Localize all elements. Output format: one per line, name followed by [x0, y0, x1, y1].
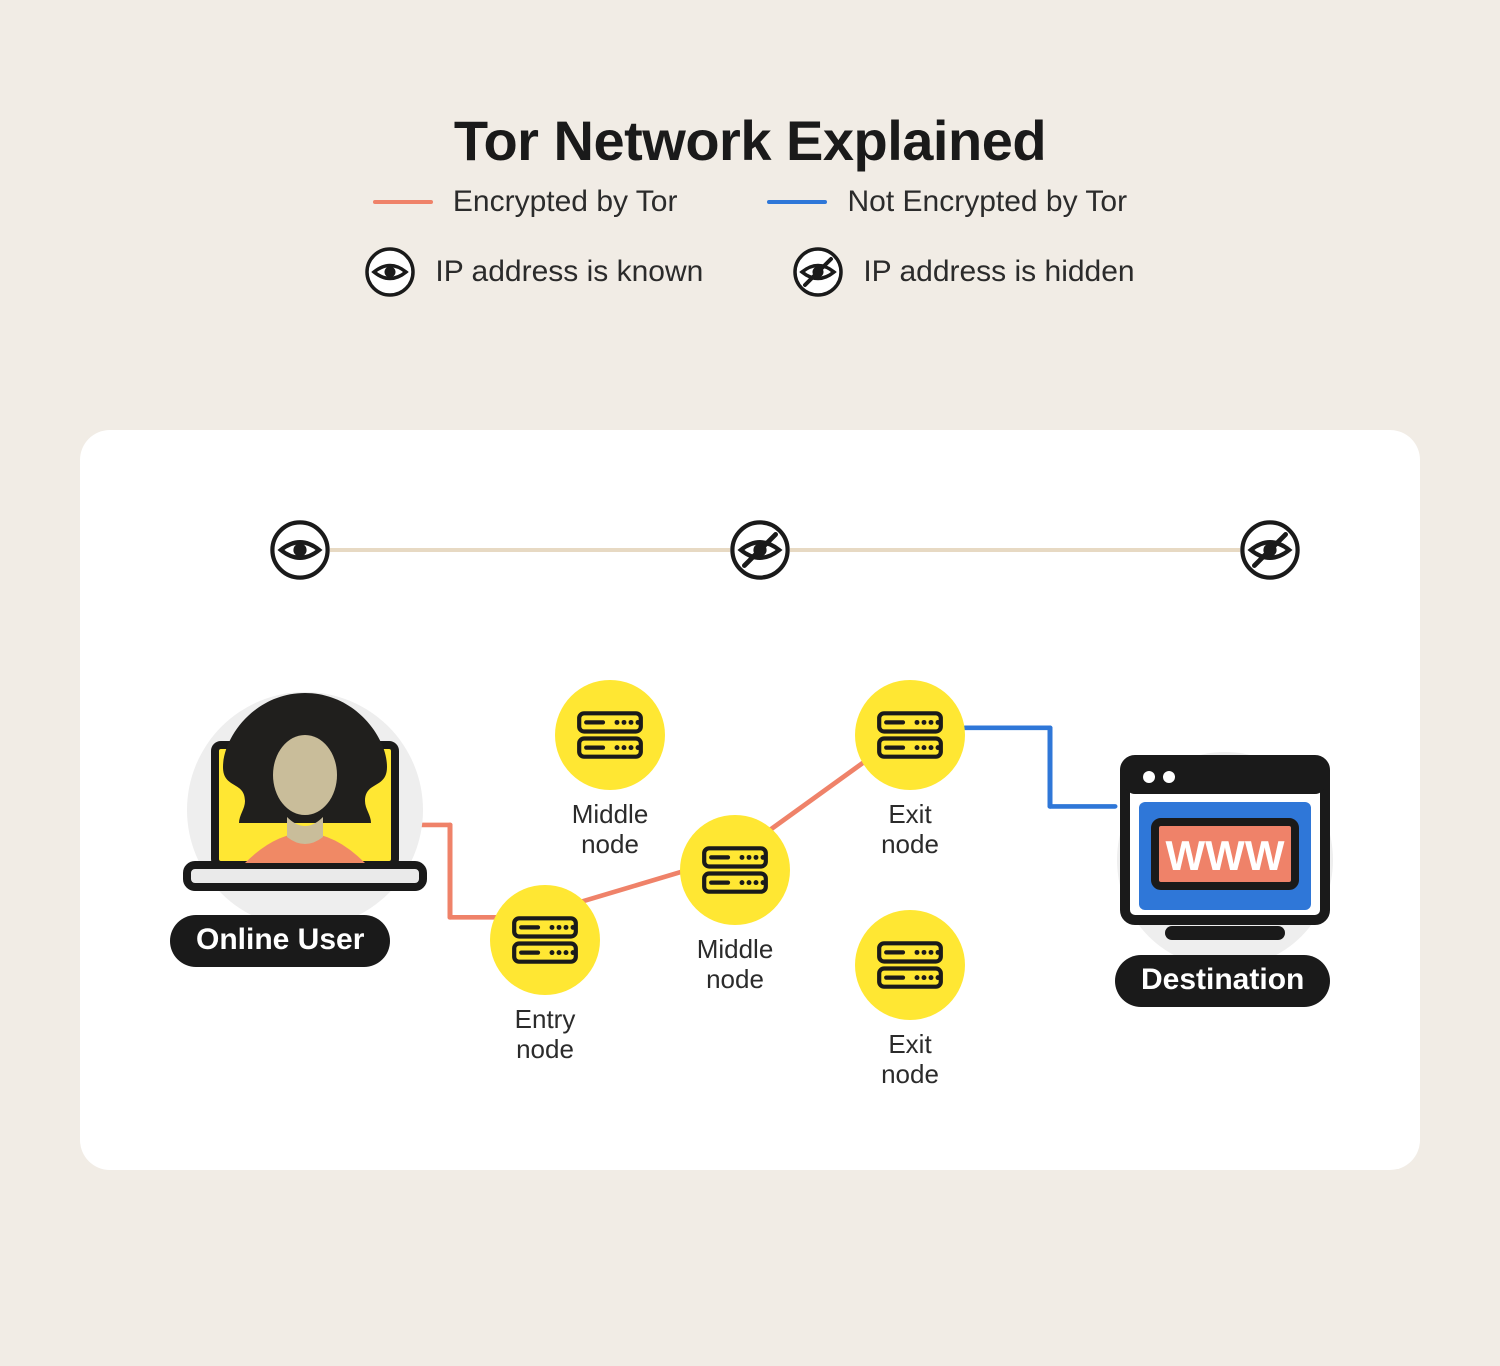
node-exit1: Exitnode — [855, 680, 965, 860]
top-eye-row — [80, 520, 1420, 580]
eye-slash-icon — [730, 520, 790, 580]
legend-row-lines: Encrypted by Tor Not Encrypted by Tor — [300, 185, 1200, 219]
legend-ip-known: IP address is known — [365, 247, 703, 297]
server-icon — [555, 680, 665, 790]
node-label: Middlenode — [680, 935, 790, 995]
swatch-not-encrypted — [767, 200, 827, 204]
stage: Online User WWW Destination Entrynode — [80, 430, 1420, 1170]
node-label: Exitnode — [855, 1030, 965, 1090]
legend-not-encrypted: Not Encrypted by Tor — [767, 185, 1127, 219]
server-icon — [855, 680, 965, 790]
legend-ip-hidden: IP address is hidden — [793, 247, 1134, 297]
page-title: Tor Network Explained — [0, 108, 1500, 173]
node-entry: Entrynode — [490, 885, 600, 1065]
online-user-pill: Online User — [170, 915, 390, 967]
legend-encrypted-label: Encrypted by Tor — [453, 185, 678, 219]
server-icon — [490, 885, 600, 995]
eye-slash-icon — [1240, 520, 1300, 580]
svg-text:WWW: WWW — [1166, 832, 1285, 879]
legend-ip-known-label: IP address is known — [435, 255, 703, 289]
destination-figure: WWW — [1105, 740, 1345, 960]
legend-row-eyes: IP address is known IP address is hidden — [300, 247, 1200, 297]
swatch-encrypted — [373, 200, 433, 204]
legend: Encrypted by Tor Not Encrypted by Tor IP… — [300, 185, 1200, 325]
destination-pill: Destination — [1115, 955, 1330, 1007]
node-middle1: Middlenode — [555, 680, 665, 860]
node-label: Entrynode — [490, 1005, 600, 1065]
node-label: Middlenode — [555, 800, 665, 860]
destination-label: Destination — [1141, 963, 1304, 996]
eye-open-icon — [365, 247, 415, 297]
server-icon — [680, 815, 790, 925]
node-exit2: Exitnode — [855, 910, 965, 1090]
online-user-label: Online User — [196, 923, 364, 956]
node-label: Exitnode — [855, 800, 965, 860]
eye-slash-icon — [793, 247, 843, 297]
online-user-figure — [175, 675, 435, 915]
infographic-root: Tor Network Explained Encrypted by Tor N… — [0, 0, 1500, 1366]
server-icon — [855, 910, 965, 1020]
eye-open-icon — [270, 520, 330, 580]
legend-ip-hidden-label: IP address is hidden — [863, 255, 1134, 289]
node-middle2: Middlenode — [680, 815, 790, 995]
diagram: Online User WWW Destination Entrynode — [80, 640, 1420, 1130]
diagram-card: Online User WWW Destination Entrynode — [80, 430, 1420, 1170]
legend-not-encrypted-label: Not Encrypted by Tor — [847, 185, 1127, 219]
legend-encrypted: Encrypted by Tor — [373, 185, 678, 219]
